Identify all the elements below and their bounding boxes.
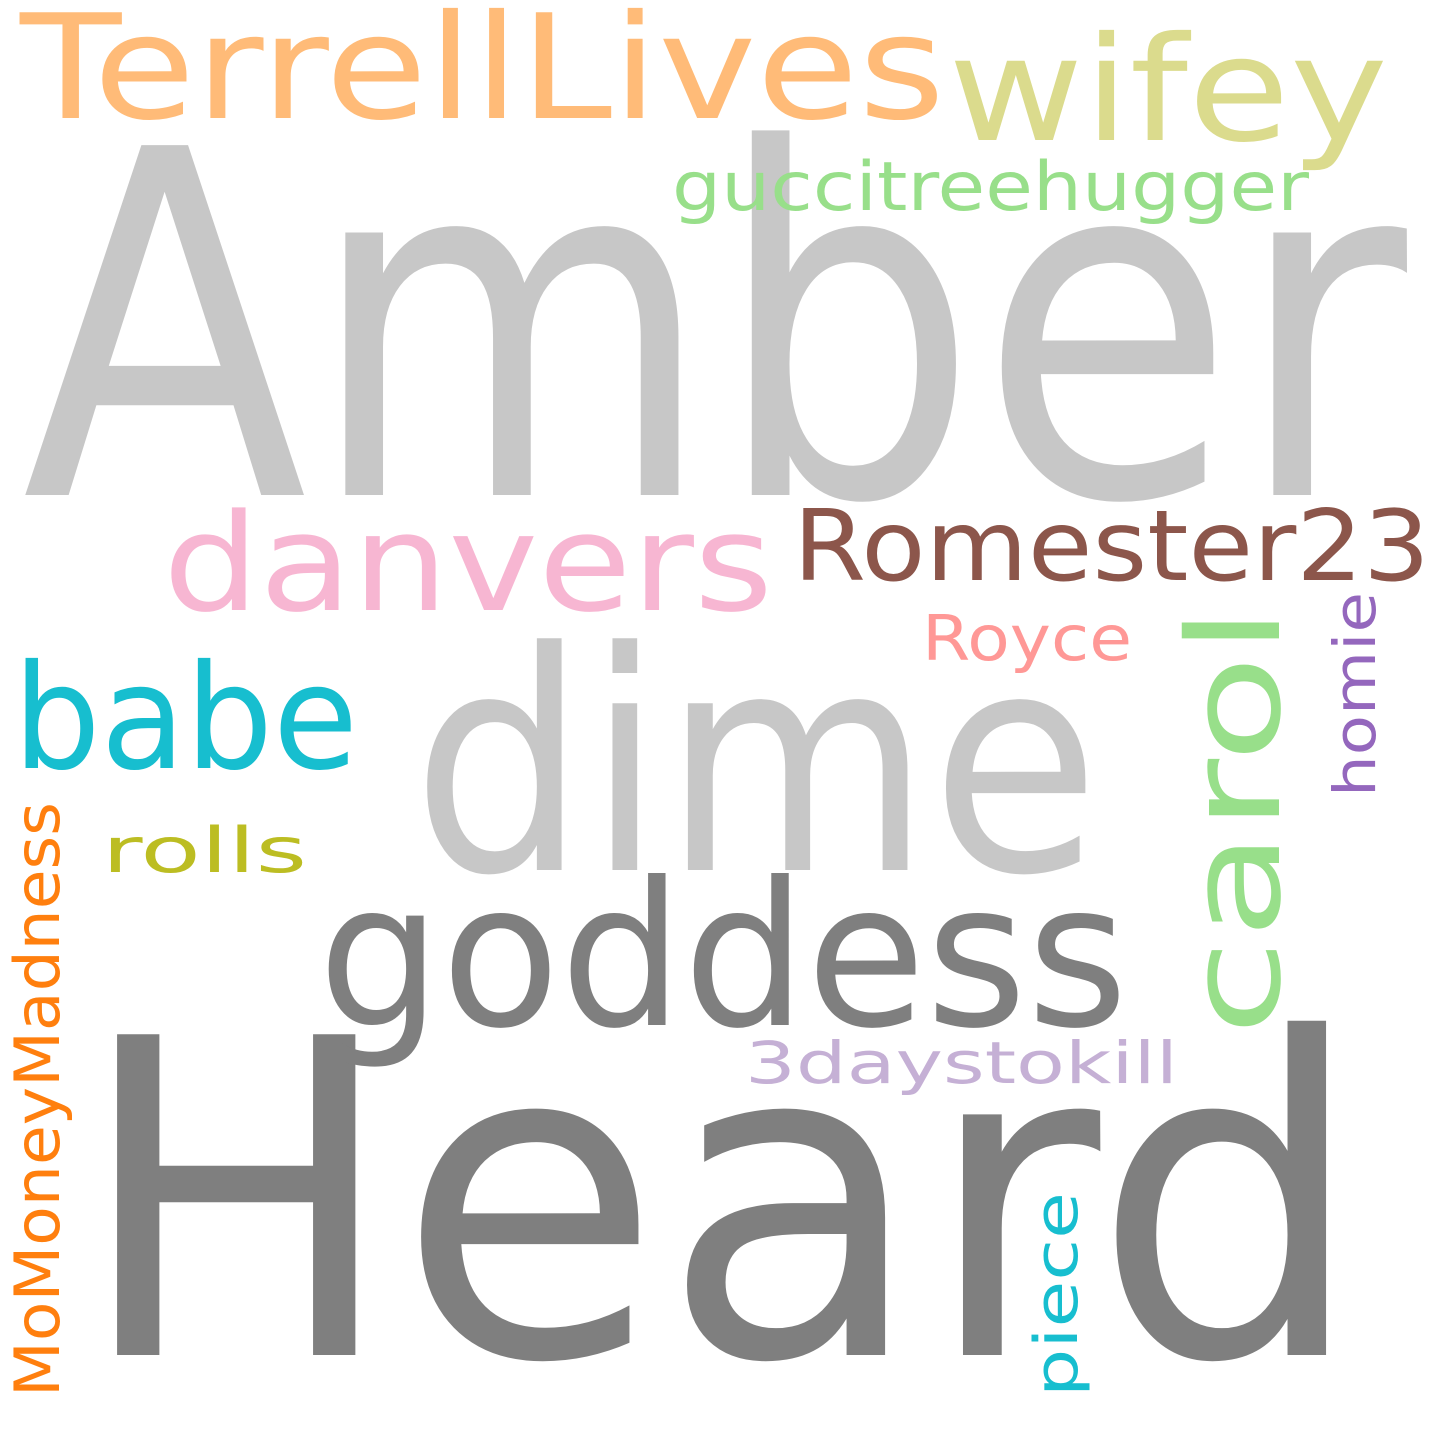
word-wifey: wifey (948, 6, 1388, 175)
word-guccitreehugger: guccitreehugger (672, 148, 1309, 227)
word-goddess: goddess (318, 840, 1128, 1073)
word-dime: dime (412, 587, 1100, 942)
word-royce: Royce (922, 602, 1132, 675)
word-homie: homie (1321, 592, 1389, 797)
word-heard: Heard (75, 947, 1365, 1440)
word-romester23: Romester23 (793, 490, 1430, 604)
word-3daystokill: 3daystokill (745, 1029, 1178, 1097)
word-rolls: rolls (102, 814, 307, 887)
word-momoneymadness: MoMoneyMadness (1, 802, 74, 1397)
word-carol: carol (1161, 606, 1310, 1036)
word-danvers: danvers (163, 485, 773, 642)
word-terrelllives: TerrellLives (19, 0, 945, 153)
word-babe: babe (13, 634, 358, 803)
word-piece: piece (1022, 1192, 1092, 1397)
word-amber: Amber (22, 50, 1411, 609)
